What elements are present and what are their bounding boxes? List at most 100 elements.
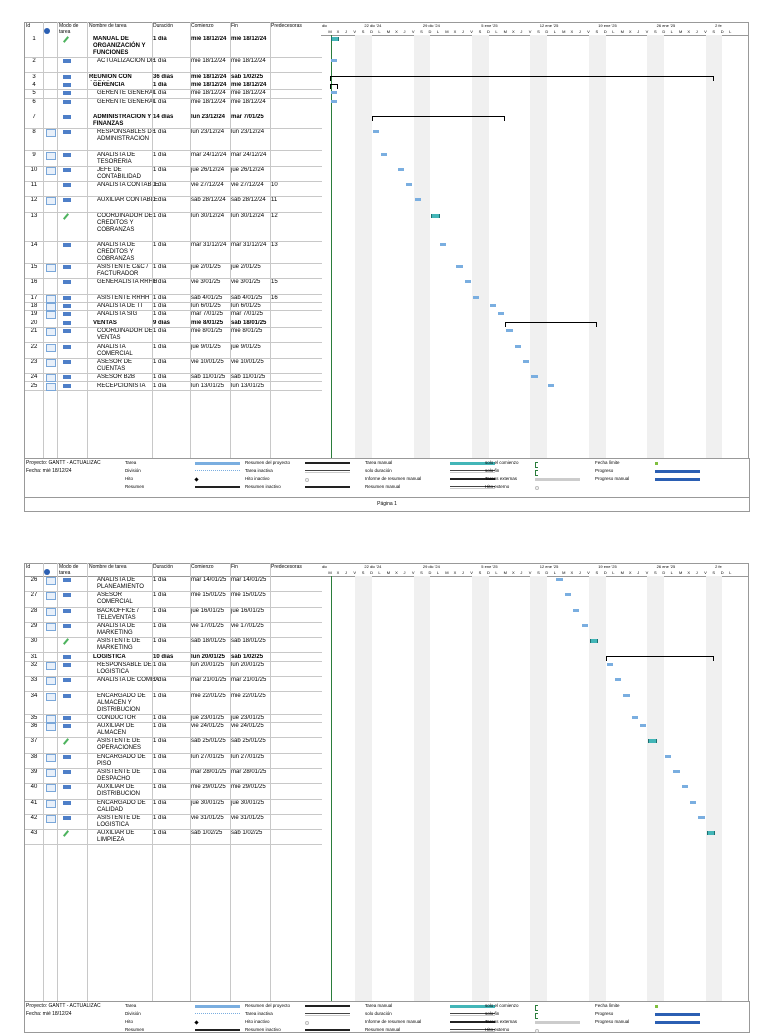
task-name[interactable]: ASESOR B2B — [97, 374, 136, 381]
column-header-id[interactable]: Id — [26, 564, 31, 570]
task-bar[interactable] — [523, 359, 530, 363]
task-name[interactable]: AUXILIAR DE ALMACEN — [97, 723, 135, 737]
task-bar[interactable] — [381, 152, 388, 156]
table-row[interactable]: 22 ANALISTA COMERCIAL 1 día jue 9/01/25 jue … — [25, 343, 322, 359]
task-bar[interactable] — [472, 295, 480, 299]
table-row[interactable]: 31 LOGISTICA 10 días lun 20/01/25 sáb 1/02/2… — [25, 652, 322, 662]
table-row[interactable]: 15 ASISTENTE C&C / FACTURADOR 1 día jue 2/0… — [25, 263, 322, 280]
task-name[interactable]: MANUAL DE ORGANIZACIÓN Y FUNCIONES — [93, 36, 146, 56]
task-name[interactable]: JEFE DE CONTABILIDAD — [97, 166, 141, 180]
task-name[interactable]: GENERALISTA RRHH — [97, 279, 158, 286]
task-bar[interactable] — [531, 375, 538, 379]
table-row[interactable]: 17 ASISTENTE RRHH 1 día sáb 4/01/25 sáb 4/01… — [25, 294, 322, 303]
task-name[interactable]: AUXILIAR DE DISTRIBUCION — [97, 784, 141, 798]
task-name[interactable]: ANALISTA DE COMEX — [97, 677, 159, 684]
table-row[interactable]: 21 COORDINADOR DE VENTAS 1 día mié 8/01/25 m… — [25, 327, 322, 344]
summary-bar[interactable] — [371, 116, 506, 121]
task-name[interactable]: COORDINADOR DE VENTAS — [97, 328, 153, 342]
column-header-pred[interactable]: Predecesoras — [271, 564, 302, 570]
manual-task-bar[interactable] — [331, 37, 340, 41]
task-bar[interactable] — [614, 678, 622, 682]
task-name[interactable]: ACTUALIZACION DE — [97, 58, 156, 65]
column-header-duration[interactable]: Duración — [153, 564, 174, 570]
table-row[interactable]: 23 ASESOR DE CUENTAS 1 día vie 10/01/25 vie … — [25, 358, 322, 375]
table-row[interactable]: 42 ASISTENTE DE LOGISTICA 1 día vie 31/01/2… — [25, 814, 322, 831]
column-header-finish[interactable]: Fin — [231, 23, 238, 29]
task-name[interactable]: ASISTENTE RRHH — [97, 294, 150, 301]
task-name[interactable]: RECEPCIONISTA — [97, 382, 146, 389]
task-bar[interactable] — [464, 280, 471, 284]
task-bar[interactable] — [372, 130, 380, 134]
task-name[interactable]: ENCARGADO DE PISO — [97, 753, 146, 767]
table-row[interactable]: 35 CONDUCTOR 1 día jue 23/01/25 jue 23/01/25 — [25, 714, 322, 724]
table-row[interactable]: 29 ANALISTA DE MARKETING 1 día vie 17/01/25… — [25, 622, 322, 639]
task-bar[interactable] — [548, 383, 555, 387]
column-header-mode[interactable]: Modo de tarea — [59, 564, 79, 576]
task-name[interactable]: GERENCIA — [93, 81, 125, 88]
manual-task-bar[interactable] — [706, 831, 716, 836]
task-bar[interactable] — [397, 167, 405, 171]
table-row[interactable]: 41 ENCARGADO DE CALIDAD 1 día jue 30/01/25 j… — [25, 799, 322, 815]
table-row[interactable]: 33 ANALISTA DE COMEX 1 día mar 21/01/25 mar … — [25, 676, 322, 693]
task-bar[interactable] — [456, 265, 463, 268]
table-row[interactable]: 11 ANALISTA CONTABLE 1 día vie 27/12/24 vie … — [25, 181, 322, 198]
table-row[interactable]: 2 ACTUALIZACION DE 1 día mié 18/12/24 mié 18… — [25, 57, 322, 74]
task-name[interactable]: COORDINADOR DE CREDITOS Y COBRANZAS — [97, 212, 153, 233]
task-bar[interactable] — [573, 608, 580, 612]
column-header-mode[interactable]: Modo de tarea — [59, 23, 79, 35]
table-row[interactable]: 24 ASESOR B2B 1 día sáb 11/01/25 sáb 11/01/2… — [25, 373, 322, 383]
manual-task-bar[interactable] — [431, 213, 440, 218]
task-name[interactable]: ANALISTA SIG — [97, 311, 138, 318]
task-bar[interactable] — [514, 344, 522, 348]
task-name[interactable]: RESPONSABLE DE LOGISTICA — [97, 661, 152, 675]
table-row[interactable]: 10 JEFE DE CONTABILIDAD 1 día jue 26/12/24 j… — [25, 166, 322, 183]
table-row[interactable]: 18 ANALISTA DE TI 1 día lun 6/01/25 lun 6/01… — [25, 302, 322, 312]
task-name[interactable]: ANALISTA CONTABLE — [97, 182, 159, 189]
task-name[interactable]: ASISTENTE C&C / FACTURADOR — [97, 264, 149, 277]
column-header-start[interactable]: Comienzo — [191, 564, 214, 570]
table-row[interactable]: 38 ENCARGADO DE PISO 1 día lun 27/01/25 lun … — [25, 753, 322, 769]
task-bar[interactable] — [698, 815, 705, 819]
task-name[interactable]: ANALISTA DE CREDITOS Y COBRANZAS — [97, 241, 136, 262]
task-bar[interactable] — [673, 770, 680, 773]
task-bar[interactable] — [564, 593, 572, 597]
manual-task-bar[interactable] — [589, 639, 599, 644]
task-name[interactable]: ASISTENTE DE DESPACHO — [97, 769, 141, 782]
task-name[interactable]: ANALISTA COMERCIAL — [97, 343, 133, 357]
task-bar[interactable] — [581, 623, 588, 627]
task-name[interactable]: ASISTENTE DE MARKETING — [97, 638, 141, 652]
task-bar[interactable] — [331, 59, 338, 63]
task-bar[interactable] — [665, 754, 672, 758]
summary-bar[interactable] — [330, 75, 715, 81]
column-header-id[interactable]: Id — [26, 23, 31, 29]
task-bar[interactable] — [690, 800, 697, 804]
column-header-pred[interactable]: Predecesoras — [271, 23, 302, 29]
summary-bar[interactable] — [605, 655, 715, 661]
task-name[interactable]: ENCARGADO DE CALIDAD — [97, 799, 146, 813]
task-name[interactable]: ENCARGADO DE ALMACEN Y DISTRIBUCION — [97, 692, 146, 713]
table-row[interactable]: 43 AUXILIAR DE LIMPIEZA 1 día sáb 1/02/25 sá… — [25, 829, 322, 846]
table-row[interactable]: 1 MANUAL DE ORGANIZACIÓN Y FUNCIONES 1 día… — [25, 35, 322, 59]
task-name[interactable]: ASESOR DE CUENTAS — [97, 358, 133, 372]
column-header-name[interactable]: Nombre de tarea — [89, 23, 127, 29]
table-row[interactable]: 25 RECEPCIONISTA 1 día lun 13/01/25 lun 13/0… — [25, 382, 322, 391]
task-bar[interactable] — [631, 715, 638, 719]
task-bar[interactable] — [331, 91, 338, 95]
task-bar[interactable] — [406, 183, 413, 187]
table-row[interactable]: 34 ENCARGADO DE ALMACEN Y DISTRIBUCION 1 d… — [25, 692, 322, 715]
manual-task-bar[interactable] — [648, 739, 657, 744]
column-header-name[interactable]: Nombre de tarea — [89, 564, 127, 570]
table-row[interactable]: 16 GENERALISTA RRHH 1 día vie 3/01/25 vie 3/… — [25, 278, 322, 295]
task-bar[interactable] — [414, 198, 421, 202]
table-row[interactable]: 40 AUXILIAR DE DISTRIBUCION 1 día mié 29/01… — [25, 783, 322, 800]
task-bar[interactable] — [606, 662, 613, 666]
task-bar[interactable] — [439, 242, 446, 246]
task-name[interactable]: ANALISTA DE TI — [97, 303, 143, 309]
table-row[interactable]: 37 ASISTENTE DE OPERACIONES 1 día sáb 25/01… — [25, 737, 322, 754]
table-row[interactable]: 4 GERENCIA 1 día mié 18/12/24 mié 18/12/24 — [25, 80, 322, 91]
table-row[interactable]: 39 ASISTENTE DE DESPACHO 1 día mar 28/01/25… — [25, 768, 322, 785]
task-name[interactable]: GERENTE GENERAL — [97, 90, 157, 97]
task-name[interactable]: ASISTENTE DE LOGISTICA — [97, 814, 141, 828]
task-bar[interactable] — [681, 785, 689, 789]
task-name[interactable]: LOGISTICA — [93, 653, 126, 660]
